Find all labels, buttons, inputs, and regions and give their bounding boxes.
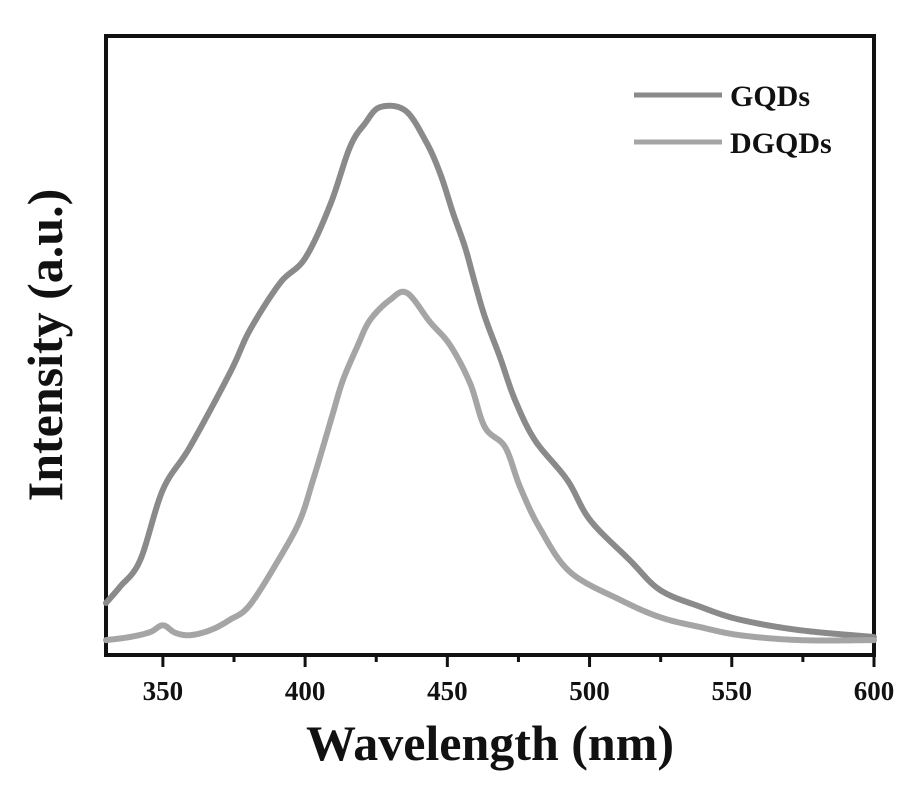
plot-border	[104, 34, 876, 657]
x-tick-label-550: 550	[712, 676, 753, 706]
x-axis-ticks	[161, 655, 876, 667]
series-layer	[103, 102, 877, 644]
x-axis-tick-labels: 350 400 450 500 550 600	[143, 676, 895, 706]
legend-label-dgqds: DGQDs	[730, 127, 832, 160]
y-axis-title: Intensity (a.u.)	[17, 189, 73, 502]
x-tick-label-500: 500	[569, 676, 610, 706]
plot-frame	[104, 34, 876, 657]
series-line-dgqds	[103, 288, 877, 644]
x-axis-title: Wavelength (nm)	[306, 715, 674, 771]
x-tick-label-450: 450	[427, 676, 468, 706]
x-tick-label-600: 600	[854, 676, 895, 706]
legend: GQDs DGQDs	[634, 80, 832, 160]
legend-label-gqds: GQDs	[730, 80, 810, 113]
x-tick-label-400: 400	[285, 676, 326, 706]
series-line-gqds	[103, 102, 877, 640]
x-tick-label-350: 350	[143, 676, 184, 706]
